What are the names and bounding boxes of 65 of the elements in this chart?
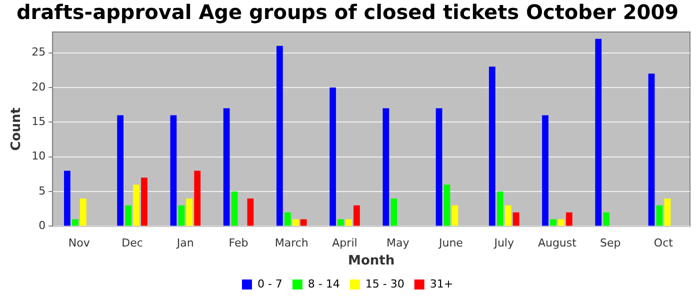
bar xyxy=(566,212,572,226)
x-tick-label: April xyxy=(332,236,358,250)
bar xyxy=(247,198,254,226)
bar xyxy=(550,219,556,226)
y-tick-label: 0 xyxy=(38,219,46,232)
x-tick-label: Jan xyxy=(176,236,194,250)
y-tick-label: 10 xyxy=(32,150,46,163)
x-tick-label: Sep xyxy=(600,236,621,250)
y-axis-title: Count xyxy=(9,108,24,151)
bar xyxy=(512,212,520,226)
bar xyxy=(496,192,504,226)
bar xyxy=(338,219,344,226)
legend-label: 0 - 7 xyxy=(257,277,282,290)
bar xyxy=(141,178,148,226)
bar xyxy=(444,184,450,226)
bar xyxy=(276,46,283,226)
bar xyxy=(223,108,230,226)
x-tick-label: July xyxy=(493,236,514,250)
legend-label: 8 - 14 xyxy=(308,277,340,290)
bar xyxy=(603,212,610,226)
bar xyxy=(648,74,655,226)
bar xyxy=(656,205,663,226)
bar xyxy=(186,198,193,226)
x-tick-label: Dec xyxy=(122,236,143,250)
x-tick-label: August xyxy=(538,236,578,250)
bar xyxy=(504,205,512,226)
x-tick-label: March xyxy=(274,236,308,250)
bar xyxy=(488,66,496,226)
bar xyxy=(346,219,352,226)
bar xyxy=(664,198,671,226)
bar xyxy=(354,205,360,226)
chart-title: drafts-approval Age groups of closed tickets October 2009 xyxy=(16,0,679,24)
bar xyxy=(72,219,78,226)
y-tick-label: 25 xyxy=(32,46,46,59)
bar xyxy=(292,219,299,226)
bar xyxy=(178,205,185,226)
bar xyxy=(117,115,124,226)
bar xyxy=(382,108,390,226)
bar xyxy=(542,115,548,226)
bar xyxy=(133,184,140,226)
bar xyxy=(300,219,307,226)
x-tick-label: Nov xyxy=(68,236,90,250)
bar xyxy=(231,192,238,226)
bar xyxy=(436,108,442,226)
y-tick-label: 20 xyxy=(32,80,46,94)
bar xyxy=(595,38,602,226)
y-tick-label: 15 xyxy=(32,115,46,128)
bar xyxy=(64,170,70,226)
legend-label: 15 - 30 xyxy=(365,277,404,290)
bar xyxy=(284,212,291,226)
bar xyxy=(558,219,564,226)
bar xyxy=(80,198,86,226)
legend-label: 31+ xyxy=(430,277,454,290)
y-tick-label: 5 xyxy=(38,184,46,198)
x-tick-label: Feb xyxy=(228,236,248,250)
x-tick-label: Oct xyxy=(654,236,674,250)
x-axis-title: Month xyxy=(348,254,395,269)
x-tick-label: June xyxy=(438,236,464,250)
bar xyxy=(330,87,336,226)
bar xyxy=(170,115,177,226)
bar xyxy=(194,170,201,226)
bar xyxy=(125,205,132,226)
bar xyxy=(452,205,458,226)
x-tick-label: May xyxy=(386,236,410,250)
bar xyxy=(390,198,398,226)
